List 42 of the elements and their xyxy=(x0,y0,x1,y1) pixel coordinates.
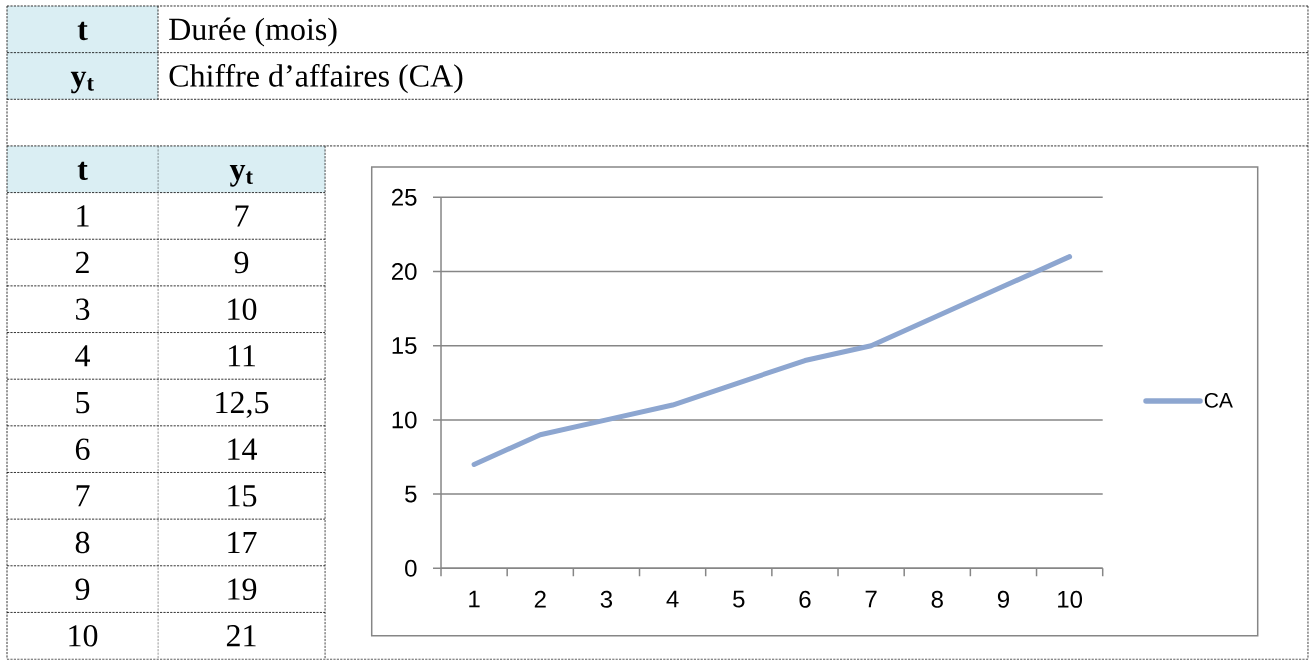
y-tick-label: 10 xyxy=(392,411,417,429)
text: 19 xyxy=(228,578,257,600)
x-tick-label: 2 xyxy=(534,590,546,608)
text: 21 xyxy=(226,625,256,647)
y-tick-label: 0 xyxy=(405,559,417,577)
x-tick-label: 10 xyxy=(1058,590,1083,608)
category-label: 6 xyxy=(75,438,90,460)
category-label: 2 xyxy=(75,251,89,274)
category-label: 5 xyxy=(76,392,90,414)
x-tick-label: 9 xyxy=(997,590,1009,608)
category-label: 10 xyxy=(69,624,98,647)
text: t xyxy=(77,161,88,181)
text: y$_{t}$ xyxy=(70,71,94,94)
category-label: 3 xyxy=(76,298,90,321)
y-tick-label: 5 xyxy=(405,485,417,503)
category-label: 7 xyxy=(76,485,90,507)
text: 14 xyxy=(228,438,258,460)
x-tick-label: 6 xyxy=(799,590,811,608)
text: 7 xyxy=(235,205,249,227)
text: 9 xyxy=(234,251,249,274)
text: 12,5 xyxy=(216,391,269,418)
category-label: 8 xyxy=(75,531,90,554)
x-tick-label: 4 xyxy=(666,590,679,608)
x-tick-label: 3 xyxy=(600,590,613,608)
text: 10 xyxy=(228,298,257,321)
y-tick-label: 20 xyxy=(391,263,417,280)
legend-label: CA xyxy=(1204,392,1233,408)
x-tick-label: 8 xyxy=(931,590,943,608)
x-tick-label: 1 xyxy=(469,590,480,608)
text: y$_{t}$ xyxy=(229,165,253,187)
text: Durée (mois) xyxy=(169,17,337,47)
text: 17 xyxy=(228,531,257,553)
text: 11 xyxy=(228,345,255,367)
text: Chiffre d’affaires (CA) xyxy=(169,63,463,94)
x-tick-label: 5 xyxy=(733,590,745,608)
x-tick-label: 7 xyxy=(865,590,877,608)
y-tick-label: 15 xyxy=(392,337,417,355)
category-label: 1 xyxy=(77,205,89,227)
text: 15 xyxy=(228,485,257,507)
y-tick-label: 25 xyxy=(391,188,417,206)
category-label: 4 xyxy=(75,345,91,367)
text: t xyxy=(77,21,88,41)
